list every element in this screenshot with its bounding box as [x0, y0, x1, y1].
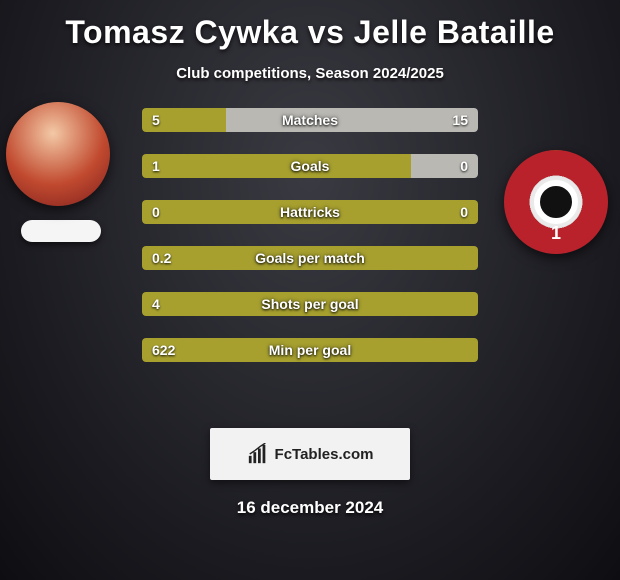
stat-bar-left: [142, 338, 478, 362]
stat-bar-left: [142, 292, 478, 316]
stat-row: 10Goals: [142, 154, 478, 178]
comparison-card: Tomasz Cywka vs Jelle Bataille Club comp…: [0, 0, 620, 518]
comparison-bars: 515Matches 10Goals 00Hattricks 0.2Goals per…: [142, 108, 478, 362]
player1-team-pill: [21, 220, 101, 242]
stat-row: 622Min per goal: [142, 338, 478, 362]
player2-avatar-block: [504, 150, 614, 254]
branding-badge: FcTables.com: [210, 428, 410, 480]
comparison-stage: 515Matches10Goals00Hattricks0.2Goals per…: [0, 116, 620, 396]
stat-bar-right: [411, 154, 478, 178]
date-label: 16 december 2024: [237, 498, 384, 518]
page-title: Tomasz Cywka vs Jelle Bataille: [65, 14, 554, 51]
title-player2: Jelle Bataille: [354, 14, 555, 50]
player1-avatar: [6, 102, 110, 206]
player1-avatar-block: [6, 102, 116, 242]
stat-row: 4Shots per goal: [142, 292, 478, 316]
title-player1: Tomasz Cywka: [65, 14, 298, 50]
title-vs: vs: [308, 14, 345, 50]
stat-bar-left: [142, 154, 411, 178]
stat-row: 515Matches: [142, 108, 478, 132]
stat-row: 00Hattricks: [142, 200, 478, 224]
crest-ball-icon: [534, 180, 578, 224]
stat-bar-left: [142, 246, 478, 270]
stat-row: 0.2Goals per match: [142, 246, 478, 270]
stat-bar-left: [142, 108, 226, 132]
stat-bar-left: [142, 200, 478, 224]
player2-club-crest: [504, 150, 608, 254]
crown-icon: [542, 150, 570, 152]
branding-text: FcTables.com: [275, 446, 374, 463]
subtitle: Club competitions, Season 2024/2025: [176, 65, 444, 82]
stat-bar-right: [226, 108, 478, 132]
fctables-logo-icon: [247, 443, 269, 465]
